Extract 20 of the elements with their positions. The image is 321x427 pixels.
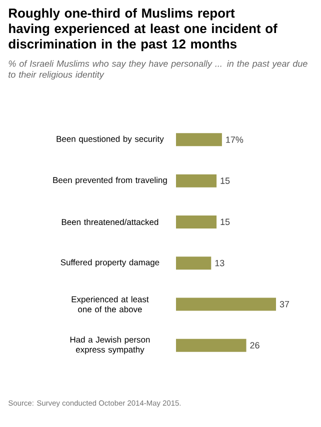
data-label: 13 — [215, 260, 224, 266]
bar — [176, 298, 276, 311]
data-label: 37 — [280, 301, 290, 308]
bar — [176, 338, 246, 352]
bar — [176, 215, 217, 228]
y-tick-label: Been threatened/attacked — [62, 218, 158, 226]
data-label: 26 — [250, 342, 260, 349]
chart-subtitle: % of Israeli Muslims who say they have personally ... in the past year due to their religious identity — [8, 60, 308, 80]
data-label: 15 — [220, 218, 230, 226]
bar — [176, 133, 222, 146]
data-label: 15 — [220, 178, 230, 184]
y-tick-label: Been prevented from traveling — [53, 176, 167, 185]
chart-title: Roughly one-third of Muslims report having experienced at least one incident of discrimination in the past 12 months — [8, 8, 278, 52]
y-tick-label: Experienced at least one of the above — [72, 296, 149, 312]
data-label: 17% — [226, 136, 244, 143]
bar — [176, 174, 217, 188]
y-tick-label: Been questioned by security — [56, 136, 164, 144]
y-tick-label: Had a Jewish person express sympathy — [70, 336, 150, 354]
y-tick-label: Suffered property damage — [60, 259, 160, 268]
bar — [176, 256, 212, 270]
